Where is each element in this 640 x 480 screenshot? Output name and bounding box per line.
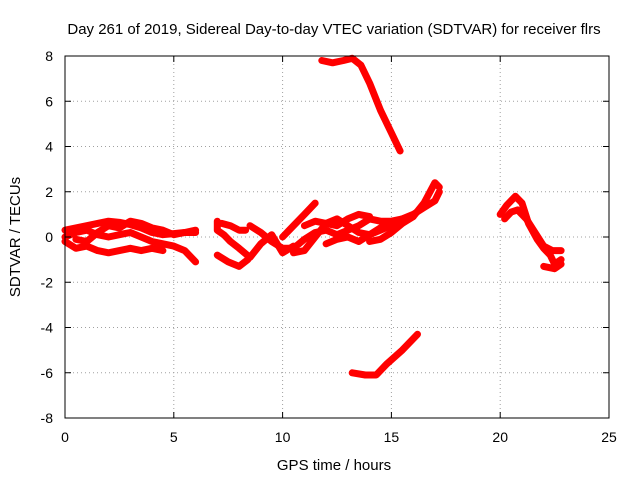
y-tick-label: -6 <box>41 365 54 381</box>
y-tick-label: 0 <box>45 229 53 245</box>
series-track-1 <box>61 238 167 257</box>
y-tick-label: 4 <box>45 139 53 155</box>
series-track-17 <box>501 206 565 255</box>
data-series <box>61 54 565 379</box>
y-axis-label: SDTVAR / TECUs <box>7 177 24 297</box>
y-tick-label: -8 <box>41 410 54 426</box>
series-track-6 <box>213 251 252 270</box>
series-track-4 <box>72 217 200 245</box>
series-track-14 <box>318 54 404 155</box>
y-tick-label: 8 <box>45 48 53 64</box>
series-track-12 <box>322 188 443 248</box>
x-tick-label: 15 <box>384 429 400 445</box>
series-track-3 <box>61 226 200 266</box>
x-axis-label: GPS time / hours <box>277 457 391 474</box>
y-tick-label: -2 <box>41 274 54 290</box>
series-track-15 <box>348 330 421 379</box>
x-tick-label: 10 <box>275 429 291 445</box>
x-tick-label: 20 <box>492 429 508 445</box>
series-track-18 <box>540 260 565 273</box>
chart-title: Day 261 of 2019, Sidereal Day-to-day VTE… <box>67 21 600 38</box>
x-tick-label: 0 <box>61 429 69 445</box>
x-tick-label: 25 <box>601 429 617 445</box>
series-track-13 <box>366 179 443 245</box>
y-tick-label: -4 <box>41 320 54 336</box>
series-track-7 <box>218 219 250 234</box>
axis-ticks: 0 5 10 15 20 25 -8 -6 -4 -2 0 2 4 6 8 <box>41 48 617 445</box>
series-track-9 <box>279 199 319 241</box>
y-tick-label: 2 <box>45 184 53 200</box>
y-tick-label: 6 <box>45 93 53 109</box>
series-track-8 <box>246 213 417 252</box>
series-track-11 <box>300 210 374 230</box>
x-tick-label: 5 <box>170 429 178 445</box>
